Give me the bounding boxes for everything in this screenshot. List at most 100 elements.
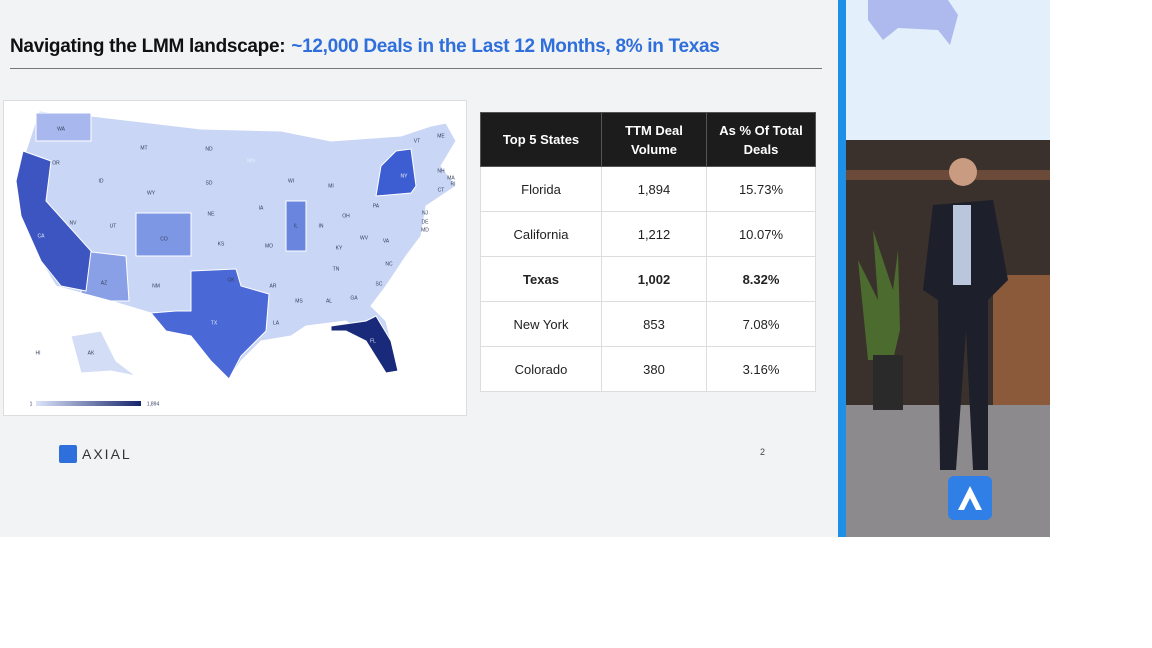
logo-icon: [59, 445, 77, 463]
screen-map: [868, 0, 958, 45]
state-label: OH: [342, 213, 350, 219]
state-label: UT: [110, 223, 117, 229]
table-header: TTM Deal Volume: [601, 112, 707, 167]
logo-text: AXIAL: [82, 446, 132, 462]
plant-pot: [873, 355, 903, 410]
logo: AXIAL: [59, 445, 132, 463]
state-label: SD: [206, 180, 213, 186]
state-shape: [70, 330, 137, 377]
state-label: CA: [38, 233, 46, 239]
state-label: DE: [422, 219, 430, 225]
page-number: 2: [760, 447, 766, 457]
state-label: TN: [333, 266, 340, 272]
state-label: NY: [401, 173, 409, 179]
table-cell: 10.07%: [706, 211, 816, 257]
legend-gradient: [36, 401, 141, 406]
state-label: ME: [437, 133, 445, 139]
title-highlight: ~12,000 Deals in the Last 12 Months, 8% …: [291, 36, 720, 57]
state-label: NH: [437, 168, 445, 174]
state-label: WV: [360, 235, 369, 241]
table-cell: Colorado: [480, 346, 602, 392]
state-label: OR: [52, 160, 60, 166]
slide-title: Navigating the LMM landscape: ~12,000 Dea…: [10, 36, 720, 58]
state-shape: [375, 148, 417, 197]
state-label: MI: [328, 183, 334, 189]
state-label: LA: [273, 320, 280, 326]
speaker-head: [949, 158, 977, 186]
state-label: HI: [36, 350, 41, 356]
state-label: IA: [259, 205, 264, 211]
axial-badge-mark: [958, 486, 982, 510]
state-label: VT: [414, 138, 420, 144]
state-label: MO: [265, 243, 273, 249]
table-header: As % Of Total Deals: [706, 112, 816, 167]
table-cell: New York: [480, 301, 602, 347]
state-label: TX: [211, 320, 218, 326]
state-label: PA: [373, 203, 380, 209]
table-cell: Florida: [480, 166, 602, 212]
table-cell: Texas: [480, 256, 602, 302]
state-label: NM: [152, 283, 160, 289]
table-cell: 1,002: [601, 256, 707, 302]
legend-max: 1,894: [147, 401, 160, 407]
table-cell: California: [480, 211, 602, 257]
plant: [858, 230, 900, 360]
table-cell: 15.73%: [706, 166, 816, 212]
speaker-shirt: [953, 205, 971, 285]
us-map: 1 1,894 WA MT ND MN OR ID WY SD WI MI NY VT NH ME MARI…: [15, 110, 457, 407]
state-shape: [330, 315, 399, 374]
table-header: Top 5 States: [480, 112, 602, 167]
state-label: NV: [70, 220, 78, 226]
state-label: CO: [160, 236, 168, 242]
state-label: KY: [336, 245, 343, 251]
title-lead: Navigating the LMM landscape:: [10, 36, 286, 57]
table-cell: 1,894: [601, 166, 707, 212]
state-label: NJ: [422, 210, 429, 216]
state-label: FL: [370, 338, 376, 344]
state-shape: [35, 112, 92, 142]
state-label: IN: [319, 223, 324, 229]
table-cell: 7.08%: [706, 301, 816, 347]
state-label: MS: [295, 298, 303, 304]
state-shape: [149, 268, 270, 380]
title-rule: [10, 68, 822, 69]
legend-min: 1: [30, 401, 33, 407]
state-label: IL: [294, 223, 298, 229]
state-label: MT: [140, 145, 147, 151]
speaker-body: [923, 200, 1008, 470]
table-cell: 853: [601, 301, 707, 347]
state-label: MD: [421, 227, 429, 233]
state-label: OK: [227, 277, 235, 283]
state-label: KS: [218, 241, 225, 247]
table-cell: 3.16%: [706, 346, 816, 392]
state-label: AZ: [101, 280, 107, 286]
state-label: AL: [326, 298, 332, 304]
table-cell: 380: [601, 346, 707, 392]
state-label: ID: [99, 178, 104, 184]
state-label: ND: [205, 146, 213, 152]
state-label: AK: [88, 350, 95, 356]
state-label: AR: [270, 283, 277, 289]
table-cell: 8.32%: [706, 256, 816, 302]
state-label: NE: [208, 211, 216, 217]
table-cell: 1,212: [601, 211, 707, 257]
state-label: MN: [247, 158, 255, 164]
state-label: GA: [350, 295, 358, 301]
state-label: MA: [447, 175, 455, 181]
speaker-video: [838, 0, 1050, 537]
slide: Navigating the LMM landscape: ~12,000 Dea…: [0, 0, 838, 537]
states-table: Top 5 States TTM Deal Volume As % Of Tot…: [480, 112, 816, 392]
state-label: WI: [288, 178, 294, 184]
state-label: SC: [376, 281, 383, 287]
state-label: CT: [438, 187, 445, 193]
state-shape: [135, 212, 192, 257]
state-label: WY: [147, 190, 156, 196]
wall-panel: [846, 170, 1050, 180]
video-border: [838, 0, 846, 537]
state-label: WA: [57, 126, 66, 132]
state-label: RI: [451, 181, 456, 187]
state-label: NC: [385, 261, 393, 267]
state-shape: [285, 200, 307, 252]
